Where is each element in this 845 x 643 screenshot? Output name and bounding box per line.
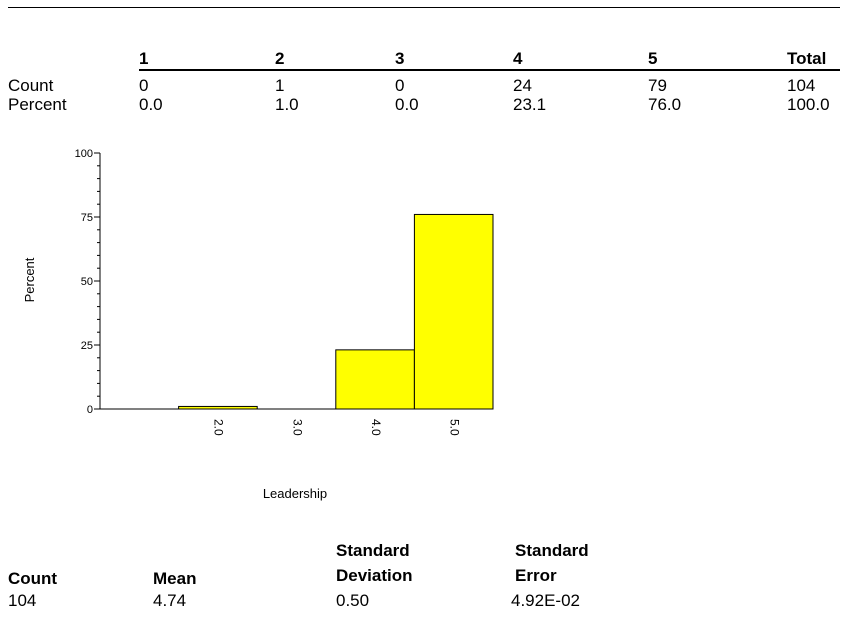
column-header-3: 3 (395, 49, 405, 68)
x-tick-label: 4.0 (369, 419, 383, 436)
table-cell: 1 (275, 76, 285, 95)
table-cell: 0 (395, 76, 405, 95)
table-cell: 0.0 (139, 95, 163, 114)
table-cell: 76.0 (648, 95, 682, 114)
table-cell: 0 (139, 76, 149, 95)
top-rule (8, 7, 840, 8)
summary-header-mean: Mean (153, 569, 197, 588)
x-tick-label: 5.0 (448, 419, 462, 436)
y-tick-label: 25 (81, 340, 93, 352)
column-header-4: 4 (513, 49, 523, 68)
row-label-count: Count (8, 76, 54, 95)
row-label-percent: Percent (8, 95, 67, 114)
header-rule (139, 69, 840, 71)
summary-value-se: 4.92E-02 (511, 591, 580, 610)
summary-value-mean: 4.74 (153, 591, 187, 610)
y-tick-label: 0 (87, 404, 93, 416)
table-cell: 79 (648, 76, 667, 95)
summary-value-sd: 0.50 (336, 591, 370, 610)
summary-header-count: Count (8, 569, 58, 588)
summary-header-sd-line1: Standard (336, 541, 410, 560)
x-tick-label: 2.0 (212, 419, 226, 436)
bar-group (178, 213, 494, 410)
y-tick-label: 100 (75, 148, 93, 160)
bar-5.0 (413, 213, 494, 410)
y-tick-label: 75 (81, 212, 93, 224)
column-header-total: Total (787, 49, 827, 68)
summary-header-sd-line2: Deviation (336, 566, 413, 585)
table-cell: 104 (787, 76, 816, 95)
x-tick-labels: 2.0 3.0 4.0 5.0 (212, 419, 462, 436)
y-tick-label: 50 (81, 276, 93, 288)
table-cell: 0.0 (395, 95, 419, 114)
table-cell: 24 (513, 76, 532, 95)
table-cell: 100.0 (787, 95, 830, 114)
column-header-2: 2 (275, 49, 285, 68)
y-axis-title: Percent (22, 257, 37, 302)
column-header-5: 5 (648, 49, 658, 68)
column-header-1: 1 (139, 49, 149, 68)
x-axis-title: Leadership (263, 486, 327, 501)
summary-value-count: 104 (8, 591, 37, 610)
bar-4.0 (335, 349, 415, 410)
y-ticks: 0 25 50 75 100 (75, 148, 100, 416)
table-cell: 23.1 (513, 95, 547, 114)
table-cell: 1.0 (275, 95, 299, 114)
summary-header-se-line2: Error (515, 566, 557, 585)
summary-header-se-line1: Standard (515, 541, 589, 560)
x-tick-label: 3.0 (290, 419, 304, 436)
